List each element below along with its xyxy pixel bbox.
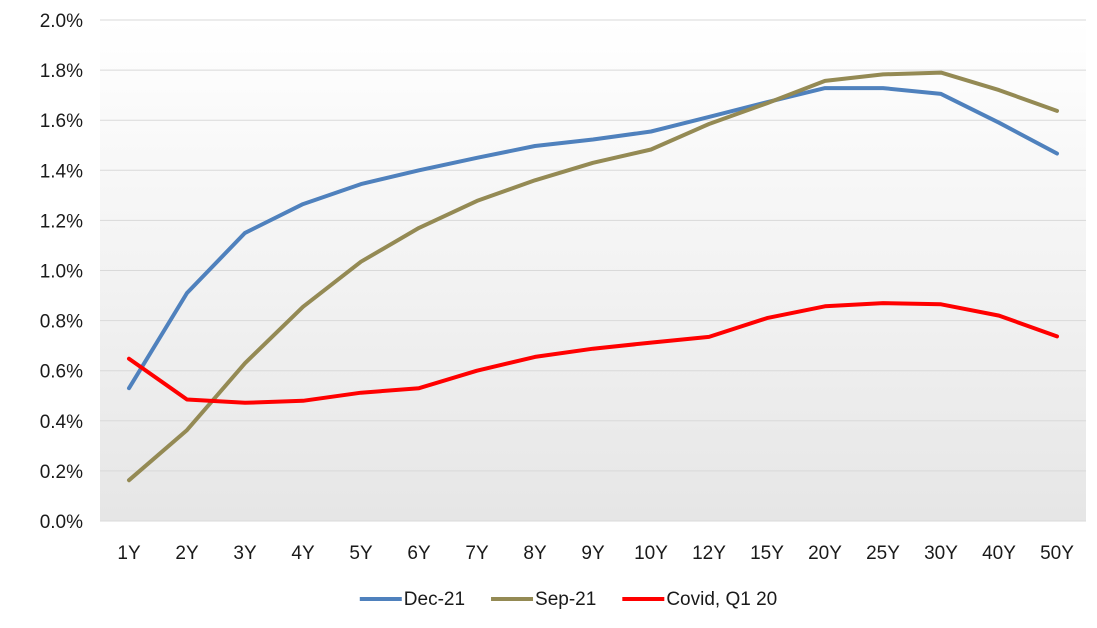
y-tick-label: 0.0%	[40, 512, 83, 533]
x-tick-label: 10Y	[634, 543, 668, 564]
x-tick-label: 50Y	[1040, 543, 1074, 564]
series-line-2	[127, 301, 1059, 405]
x-tick-label: 6Y	[407, 543, 431, 564]
x-tick-label: 7Y	[465, 543, 489, 564]
series-lines	[127, 70, 1059, 483]
legend-label-0: Dec-21	[404, 589, 465, 610]
series-line-0	[127, 86, 1059, 391]
x-tick-label: 2Y	[175, 543, 199, 564]
y-tick-label: 1.8%	[40, 61, 83, 82]
y-tick-label: 1.0%	[40, 262, 83, 283]
y-tick-label: 1.6%	[40, 111, 83, 132]
y-tick-label: 1.4%	[40, 161, 83, 182]
x-tick-label: 5Y	[349, 543, 373, 564]
x-tick-label: 1Y	[117, 543, 141, 564]
x-tick-label: 40Y	[982, 543, 1016, 564]
gridlines	[100, 19, 1086, 522]
y-tick-label: 0.6%	[40, 362, 83, 383]
x-tick-label: 20Y	[808, 543, 842, 564]
y-axis-tick-labels: 0.0% 0.2% 0.4% 0.6% 0.8% 1.0% 1.2% 1.4% 1.6% 1.8%…	[40, 11, 83, 533]
series-line-1	[127, 70, 1059, 483]
x-axis-tick-labels: 1Y 2Y 3Y 4Y 5Y 6Y 7Y 8Y 9Y 10Y 12Y 15Y 20Y 25Y 30Y 40Y 5…	[117, 543, 1074, 564]
legend-label-1: Sep-21	[535, 589, 596, 610]
x-tick-label: 4Y	[291, 543, 315, 564]
y-tick-label: 1.2%	[40, 211, 83, 232]
x-tick-label: 25Y	[866, 543, 900, 564]
y-tick-label: 2.0%	[40, 11, 83, 32]
x-tick-label: 30Y	[924, 543, 958, 564]
x-tick-label: 9Y	[581, 543, 605, 564]
x-tick-label: 8Y	[523, 543, 547, 564]
legend-label-2: Covid, Q1 20	[666, 589, 777, 610]
x-tick-label: 12Y	[692, 543, 726, 564]
y-tick-label: 0.4%	[40, 412, 83, 433]
legend: Dec-21 Sep-21 Covid, Q1 20	[359, 589, 777, 610]
y-tick-label: 0.2%	[40, 462, 83, 483]
x-tick-label: 3Y	[233, 543, 257, 564]
y-tick-label: 0.8%	[40, 312, 83, 333]
x-tick-label: 15Y	[750, 543, 784, 564]
